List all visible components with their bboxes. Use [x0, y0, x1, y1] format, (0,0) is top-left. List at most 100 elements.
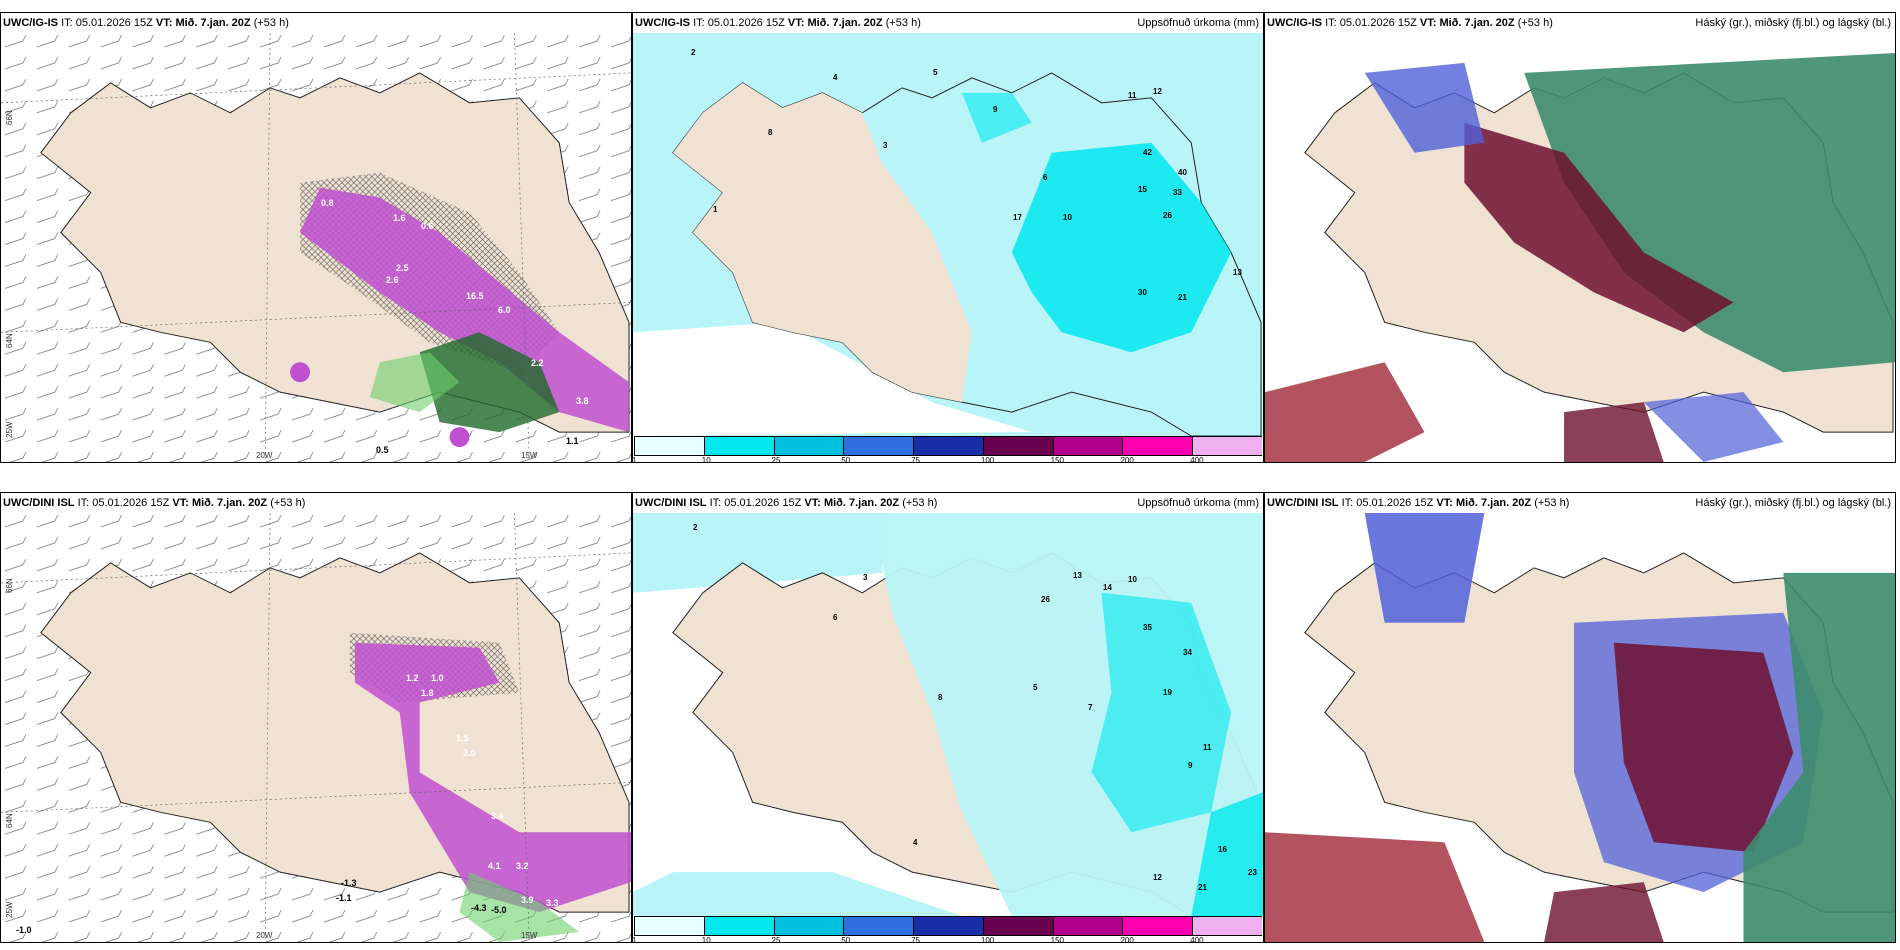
panel-top-left: UWC/IG-IS IT: 05.01.2026 15Z VT: Mið. 7.… [0, 12, 632, 463]
value-label: 2.5 [396, 263, 409, 273]
value-label: 3.3 [546, 898, 559, 908]
colorbar-label: 150 [1050, 456, 1065, 463]
value-label: 6 [833, 613, 838, 622]
value-label: 5 [933, 68, 938, 77]
precip-band [354, 642, 631, 913]
colorbar-cell [843, 437, 914, 455]
colorbar-label: 50 [841, 936, 851, 943]
colorbar-cell [1122, 917, 1193, 935]
colorbar-label: 200 [1120, 456, 1134, 463]
lon-label-15w: 15W [521, 451, 538, 460]
colorbar-cell [773, 437, 844, 455]
colorbar-label: 400 [1190, 936, 1204, 943]
value-label: 4.1 [488, 861, 501, 871]
value-label: 21 [1198, 883, 1207, 892]
panel-header: UWC/DINI ISL IT: 05.01.2026 15Z VT: Mið.… [3, 497, 306, 509]
map-wind-temperature [1, 33, 631, 462]
value-label: 12 [1153, 873, 1162, 882]
colorbar-cell [1052, 437, 1123, 455]
value-label: 3.9 [521, 895, 534, 905]
lon-label-25w: 25W [5, 901, 14, 918]
colorbar-cell [1192, 437, 1263, 455]
value-label: 11 [1203, 743, 1212, 752]
value-label: 14 [1103, 583, 1112, 592]
colorbar-label: 1 [632, 936, 637, 943]
panel-header: UWC/IG-IS IT: 05.01.2026 15Z VT: Mið. 7.… [3, 17, 289, 29]
value-label: 26 [1041, 595, 1050, 604]
value-label: 1.1 [566, 436, 579, 446]
colorbar-cell [1122, 437, 1193, 455]
panel-subtitle: Háský (gr.), miðský (fj.bl.) og lágský (… [1695, 17, 1891, 29]
map-cloud-cover [1265, 33, 1895, 462]
lon-label-20w: 20W [256, 931, 273, 940]
value-label: 10 [1063, 213, 1072, 222]
colorbar-label: 25 [771, 456, 781, 463]
colorbar-label: 150 [1050, 936, 1065, 943]
value-label: 2.0 [463, 748, 476, 758]
heavy-precip [1011, 142, 1232, 353]
high-cloud [1743, 572, 1895, 942]
panel-top-mid: UWC/IG-IS IT: 05.01.2026 15Z VT: Mið. 7.… [632, 12, 1264, 463]
value-label: 12 [1153, 87, 1162, 96]
panel-bottom-mid: UWC/DINI ISL IT: 05.01.2026 15Z VT: Mið.… [632, 492, 1264, 943]
value-label: 30 [1138, 288, 1147, 297]
value-label: 4 [913, 838, 918, 847]
value-label: 0.8 [321, 198, 334, 208]
value-label: 5 [1033, 683, 1038, 692]
lon-label-15w: 15W [521, 931, 538, 940]
value-label: -1.0 [16, 925, 32, 935]
colorbar-cell [982, 437, 1053, 455]
colorbar-label: 25 [771, 936, 781, 943]
value-label: 3.4 [491, 811, 504, 821]
value-label: 6 [1043, 173, 1048, 182]
colorbar-label: 50 [841, 456, 851, 463]
high-cloud [1524, 52, 1895, 373]
value-label: 2 [693, 523, 698, 532]
colorbar-cell [913, 437, 983, 455]
value-label: 3.8 [576, 396, 589, 406]
map-cloud-cover [1265, 513, 1895, 942]
value-label: 10 [1128, 575, 1137, 584]
lon-label-20w: 20W [256, 451, 273, 460]
colorbar-cell [703, 437, 774, 455]
value-label: 3 [863, 573, 868, 582]
value-label: 9 [1188, 761, 1193, 770]
value-label: 23 [1248, 868, 1257, 877]
colorbar-label: 75 [911, 456, 921, 463]
value-label: 9 [993, 105, 998, 114]
colorbar-label: 10 [701, 456, 711, 463]
value-label: 34 [1183, 648, 1192, 657]
value-label: 26 [1163, 211, 1172, 220]
colorbar-cell [773, 917, 844, 935]
colorbar-cell [1052, 917, 1123, 935]
value-label: 3.2 [516, 861, 529, 871]
value-label: 6.0 [498, 305, 511, 315]
value-label: 17 [1013, 213, 1022, 222]
lat-label-66n: 66N [5, 110, 14, 125]
value-label: 13 [1233, 268, 1242, 277]
panel-header: UWC/IG-IS IT: 05.01.2026 15Z VT: Mið. 7.… [635, 17, 921, 29]
value-label: 3 [883, 141, 888, 150]
panel-bottom-left: UWC/DINI ISL IT: 05.01.2026 15Z VT: Mið.… [0, 492, 632, 943]
panel-header: UWC/DINI ISL IT: 05.01.2026 15Z VT: Mið.… [1267, 497, 1570, 509]
value-label: -1.1 [336, 893, 352, 903]
mid-cloud [1464, 122, 1734, 333]
colorbar-label: 10 [701, 936, 711, 943]
colorbar-cell [1192, 917, 1263, 935]
low-cloud [1364, 62, 1485, 153]
colorbar-label: 1 [632, 456, 637, 463]
value-label: 13 [1073, 571, 1082, 580]
value-label: 0.6 [421, 221, 434, 231]
value-label: 1.2 [406, 673, 419, 683]
value-label: 7 [1088, 703, 1093, 712]
value-label: -4.3 [471, 903, 487, 913]
colorbar-cell [634, 917, 704, 935]
panel-header: UWC/DINI ISL IT: 05.01.2026 15Z VT: Mið.… [635, 497, 938, 509]
value-label: 35 [1143, 623, 1152, 632]
lat-label-64n: 64N [5, 813, 14, 828]
map-wind-temperature [1, 513, 631, 942]
lat-label-64n: 64N [5, 333, 14, 348]
panel-header: UWC/IG-IS IT: 05.01.2026 15Z VT: Mið. 7.… [1267, 17, 1553, 29]
lon-label-25w: 25W [5, 421, 14, 438]
value-label: 42 [1143, 148, 1152, 157]
